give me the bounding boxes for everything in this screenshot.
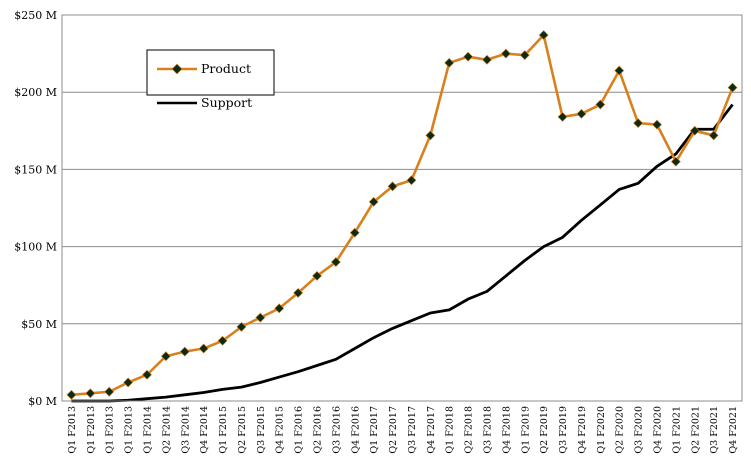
data-point-product	[708, 130, 719, 141]
data-point-product	[727, 82, 738, 93]
series-line-support	[71, 103, 734, 403]
x-tick-label: Q4 F2020	[653, 406, 664, 454]
x-tick-label: Q1 F2021	[671, 406, 682, 454]
x-tick-label: Q4 F2016	[350, 406, 361, 454]
x-tick-label: Q4 F2017	[426, 406, 437, 454]
x-tick-label: Q4 F2018	[501, 406, 512, 454]
legend-marker-product	[171, 63, 183, 75]
y-tick-label: $100 M	[14, 241, 57, 254]
data-point-product	[519, 50, 530, 61]
data-point-product	[463, 51, 474, 62]
plot-area-border	[61, 14, 743, 402]
x-tick-label: Q3 F2018	[483, 406, 494, 454]
x-tick-label: Q4 F2021	[728, 406, 739, 454]
data-point-product	[670, 156, 681, 167]
data-point-product	[614, 65, 625, 76]
x-tick-label: Q4 F2015	[275, 406, 286, 454]
legend-box	[146, 49, 275, 96]
data-point-product	[406, 175, 417, 186]
x-tick-label: Q2 F2020	[615, 406, 626, 454]
data-point-product	[274, 303, 285, 314]
y-tick-label: $250 M	[14, 9, 57, 22]
data-point-product	[368, 196, 379, 207]
data-point-product	[482, 54, 492, 65]
data-point-product	[142, 369, 152, 380]
data-point-product	[689, 125, 700, 136]
x-tick-label: Q3 F2016	[331, 406, 342, 454]
data-point-product	[349, 227, 360, 238]
x-tick-label: Q1 F2017	[369, 406, 380, 454]
x-tick-label: Q3 F2019	[558, 406, 569, 454]
data-point-product	[66, 389, 77, 400]
x-tick-label: Q4 F2019	[577, 406, 588, 454]
legend-label-product: Product	[201, 61, 251, 76]
x-tick-label: Q4 F2014	[199, 406, 210, 454]
x-tick-label: Q1 F2019	[520, 406, 531, 454]
data-point-product	[330, 257, 341, 267]
x-tick-label: Q3 F2017	[407, 406, 418, 454]
x-tick-label: Q1 F2014	[143, 406, 154, 454]
x-tick-label: Q3 F2021	[709, 406, 720, 454]
x-tick-label: Q1 F2013	[124, 406, 135, 454]
data-point-product	[557, 111, 568, 122]
data-point-product	[293, 287, 304, 298]
x-axis-tick-labels: Q1 F2013 Q1 F2013 Q1 F2013 Q1 F2013 Q1 F2014…	[67, 406, 739, 454]
x-tick-label: Q1 F2020	[596, 406, 607, 454]
x-tick-label: Q2 F2018	[464, 406, 475, 454]
data-point-product	[198, 343, 209, 354]
y-tick-label: $200 M	[14, 86, 57, 99]
data-point-product	[104, 386, 115, 397]
x-tick-label: Q2 F2015	[237, 406, 248, 454]
y-axis-tick-labels: $0 M $50 M $100 M $150 M $200 M $250 M	[14, 9, 57, 408]
data-point-product	[255, 312, 266, 323]
data-point-product	[236, 321, 247, 332]
data-point-product	[217, 335, 228, 346]
data-point-product	[652, 119, 662, 130]
data-point-product	[312, 270, 322, 281]
x-tick-label: Q2 F2014	[161, 406, 172, 454]
x-tick-label: Q1 F2013	[105, 406, 116, 454]
y-tick-label: $50 M	[21, 318, 57, 331]
y-tick-label: $0 M	[28, 395, 57, 408]
legend-label-support: Support	[201, 95, 252, 110]
x-tick-label: Q1 F2015	[218, 406, 229, 454]
data-point-product	[123, 377, 134, 388]
x-tick-label: Q1 F2018	[445, 406, 456, 454]
data-point-product	[500, 48, 511, 59]
data-point-product	[444, 57, 455, 68]
x-tick-label: Q3 F2014	[180, 406, 191, 454]
data-point-product	[633, 118, 644, 129]
data-point-product	[160, 351, 171, 362]
x-tick-label: Q2 F2021	[690, 406, 701, 454]
data-point-product	[85, 388, 96, 399]
y-tick-label: $150 M	[14, 163, 57, 176]
data-point-product	[387, 181, 398, 192]
x-tick-label: Q1 F2013	[67, 406, 78, 454]
data-point-product	[595, 99, 606, 110]
x-tick-label: Q2 F2016	[313, 406, 324, 454]
x-tick-label: Q3 F2015	[256, 406, 267, 454]
data-point-product	[179, 346, 190, 357]
x-tick-label: Q1 F2016	[294, 406, 305, 454]
series-layer	[66, 30, 738, 403]
x-tick-label: Q2 F2017	[388, 406, 399, 454]
legend: Product Support	[146, 49, 275, 110]
data-point-product	[576, 108, 587, 119]
x-tick-label: Q3 F2020	[634, 406, 645, 454]
x-tick-label: Q2 F2019	[539, 406, 550, 454]
data-point-product	[538, 30, 549, 41]
data-point-product	[425, 130, 436, 141]
x-tick-label: Q1 F2013	[86, 406, 97, 454]
